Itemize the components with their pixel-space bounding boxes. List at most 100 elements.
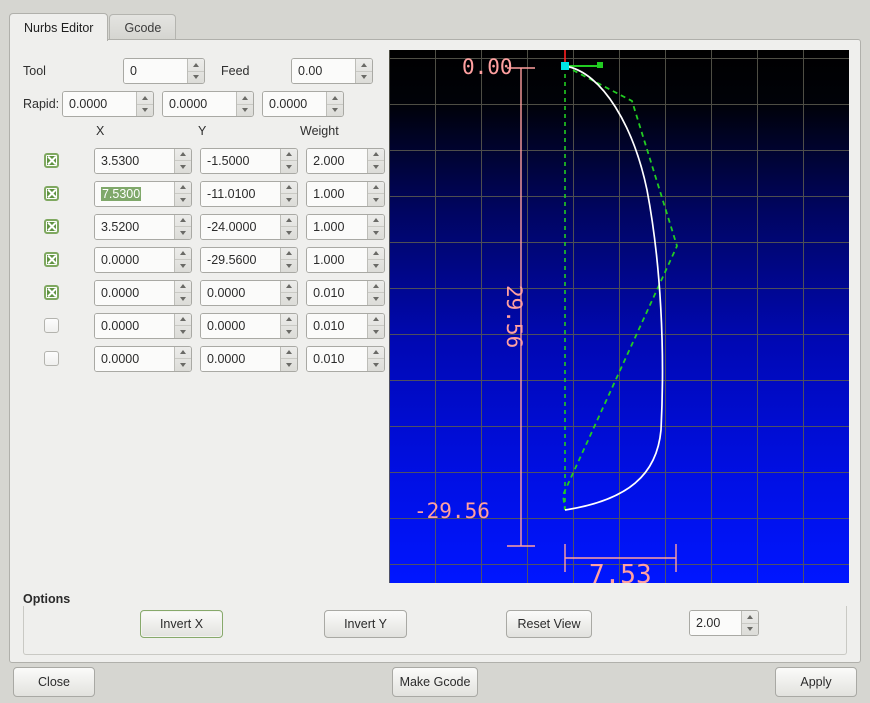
feed-spin-buttons[interactable] bbox=[355, 59, 372, 83]
control-point-weight-spinbox[interactable]: 1.000 bbox=[306, 246, 385, 273]
feed-input[interactable]: 0.00 bbox=[292, 59, 355, 83]
control-point-enable-checkbox[interactable] bbox=[44, 219, 59, 234]
spin-up-button[interactable] bbox=[368, 248, 384, 260]
control-point-x-spinbox[interactable]: 0.0000 bbox=[93, 279, 193, 306]
spin-up-button[interactable] bbox=[175, 248, 192, 260]
spin-down-button[interactable] bbox=[175, 227, 191, 239]
spin-up-button[interactable] bbox=[281, 248, 298, 260]
nurbs-preview-plot[interactable]: 0.00 29.56 -29.56 7.53 bbox=[389, 50, 849, 583]
control-point-weight-spin-buttons[interactable] bbox=[367, 280, 384, 305]
control-point-y-input[interactable]: 0.0000 bbox=[201, 313, 281, 338]
scale-spin-down[interactable] bbox=[742, 624, 758, 636]
spin-down-button[interactable] bbox=[368, 293, 384, 305]
control-point-y-input[interactable]: -29.5600 bbox=[201, 247, 281, 272]
control-point-weight-input[interactable]: 0.010 bbox=[307, 280, 367, 305]
tab-nurbs-editor[interactable]: Nurbs Editor bbox=[9, 13, 109, 42]
control-point-x-input[interactable]: 3.5200 bbox=[94, 214, 175, 239]
control-point-x-spin-buttons[interactable] bbox=[174, 247, 192, 272]
rapid-z-input[interactable]: 0.0000 bbox=[263, 92, 326, 116]
spin-up-button[interactable] bbox=[368, 347, 384, 359]
spin-up-button[interactable] bbox=[281, 347, 298, 359]
spin-down-button[interactable] bbox=[368, 326, 384, 338]
control-point-enable-checkbox[interactable] bbox=[44, 186, 59, 201]
control-point-weight-spin-buttons[interactable] bbox=[367, 346, 384, 371]
spin-up-button[interactable] bbox=[281, 314, 298, 326]
control-point-weight-spinbox[interactable]: 1.000 bbox=[306, 213, 385, 240]
rapid-z-spin-down[interactable] bbox=[327, 105, 343, 117]
tool-spinbox[interactable]: 0 bbox=[123, 58, 205, 84]
spin-down-button[interactable] bbox=[281, 260, 297, 272]
spin-down-button[interactable] bbox=[175, 326, 191, 338]
spin-up-button[interactable] bbox=[175, 149, 192, 161]
control-point-x-spin-buttons[interactable] bbox=[174, 280, 192, 305]
control-point-weight-spinbox[interactable]: 1.000 bbox=[306, 180, 385, 207]
control-point-weight-spinbox[interactable]: 2.000 bbox=[306, 147, 385, 174]
rapid-z-spinbox[interactable]: 0.0000 bbox=[262, 91, 344, 117]
spin-down-button[interactable] bbox=[281, 194, 297, 206]
spin-down-button[interactable] bbox=[281, 326, 297, 338]
control-point-y-spinbox[interactable]: 0.0000 bbox=[200, 345, 299, 372]
control-point-y-input[interactable]: 0.0000 bbox=[201, 280, 281, 305]
spin-up-button[interactable] bbox=[175, 215, 192, 227]
spin-up-button[interactable] bbox=[368, 149, 384, 161]
control-point-y-spinbox[interactable]: -1.5000 bbox=[200, 147, 299, 174]
control-point-y-spinbox[interactable]: -29.5600 bbox=[200, 246, 299, 273]
tool-spin-up[interactable] bbox=[188, 59, 204, 72]
rapid-y-spin-down[interactable] bbox=[237, 105, 253, 117]
control-point-x-input[interactable]: 0.0000 bbox=[94, 247, 175, 272]
control-point-x-spin-buttons[interactable] bbox=[174, 181, 192, 206]
control-point-weight-spin-buttons[interactable] bbox=[367, 313, 384, 338]
control-point-y-input[interactable]: -24.0000 bbox=[201, 214, 281, 239]
spin-down-button[interactable] bbox=[281, 227, 297, 239]
control-point-weight-spinbox[interactable]: 0.010 bbox=[306, 345, 385, 372]
control-point-y-spin-buttons[interactable] bbox=[280, 280, 298, 305]
control-point-y-input[interactable]: -11.0100 bbox=[201, 181, 281, 206]
spin-up-button[interactable] bbox=[368, 215, 384, 227]
plot-canvas[interactable]: 0.00 29.56 -29.56 7.53 bbox=[389, 50, 849, 583]
spin-down-button[interactable] bbox=[175, 293, 191, 305]
spin-down-button[interactable] bbox=[281, 161, 297, 173]
spin-up-button[interactable] bbox=[175, 281, 192, 293]
rapid-z-spin-up[interactable] bbox=[327, 92, 343, 105]
spin-down-button[interactable] bbox=[175, 161, 191, 173]
control-point-x-spinbox[interactable]: 7.5300 bbox=[93, 180, 193, 207]
spin-down-button[interactable] bbox=[175, 194, 191, 206]
feed-spin-down[interactable] bbox=[356, 72, 372, 84]
control-point-weight-spinbox[interactable]: 0.010 bbox=[306, 279, 385, 306]
control-point-enable-checkbox[interactable] bbox=[44, 318, 59, 333]
rapid-x-spin-buttons[interactable] bbox=[136, 92, 153, 116]
scale-spin-buttons[interactable] bbox=[741, 611, 758, 635]
spin-down-button[interactable] bbox=[368, 161, 384, 173]
spin-down-button[interactable] bbox=[175, 359, 191, 371]
tool-input[interactable]: 0 bbox=[124, 59, 187, 83]
spin-up-button[interactable] bbox=[281, 182, 298, 194]
control-point-weight-input[interactable]: 1.000 bbox=[307, 181, 367, 206]
spin-down-button[interactable] bbox=[175, 260, 191, 272]
control-point-y-spinbox[interactable]: -24.0000 bbox=[200, 213, 299, 240]
feed-spinbox[interactable]: 0.00 bbox=[291, 58, 373, 84]
control-point-enable-checkbox[interactable] bbox=[44, 153, 59, 168]
control-point-x-spinbox[interactable]: 3.5200 bbox=[93, 213, 193, 240]
nurbs-curve[interactable] bbox=[564, 65, 664, 511]
spin-down-button[interactable] bbox=[368, 260, 384, 272]
rapid-x-spinbox[interactable]: 0.0000 bbox=[62, 91, 154, 117]
control-point-x-spin-buttons[interactable] bbox=[174, 313, 192, 338]
spin-up-button[interactable] bbox=[368, 182, 384, 194]
spin-down-button[interactable] bbox=[368, 227, 384, 239]
control-point-x-spinbox[interactable]: 0.0000 bbox=[93, 312, 193, 339]
tab-gcode[interactable]: Gcode bbox=[109, 14, 177, 41]
control-point-weight-input[interactable]: 0.010 bbox=[307, 313, 367, 338]
spin-up-button[interactable] bbox=[368, 281, 384, 293]
control-point-node[interactable] bbox=[561, 62, 569, 70]
apply-button[interactable]: Apply bbox=[775, 667, 857, 697]
control-polygon[interactable] bbox=[562, 65, 678, 511]
control-point-weight-spin-buttons[interactable] bbox=[367, 181, 384, 206]
rapid-x-input[interactable]: 0.0000 bbox=[63, 92, 136, 116]
spin-up-button[interactable] bbox=[175, 347, 192, 359]
spin-down-button[interactable] bbox=[368, 359, 384, 371]
feed-spin-up[interactable] bbox=[356, 59, 372, 72]
spin-down-button[interactable] bbox=[281, 359, 297, 371]
control-point-x-input[interactable]: 7.5300 bbox=[94, 181, 175, 206]
scale-input[interactable]: 2.00 bbox=[690, 611, 741, 635]
spin-down-button[interactable] bbox=[368, 194, 384, 206]
